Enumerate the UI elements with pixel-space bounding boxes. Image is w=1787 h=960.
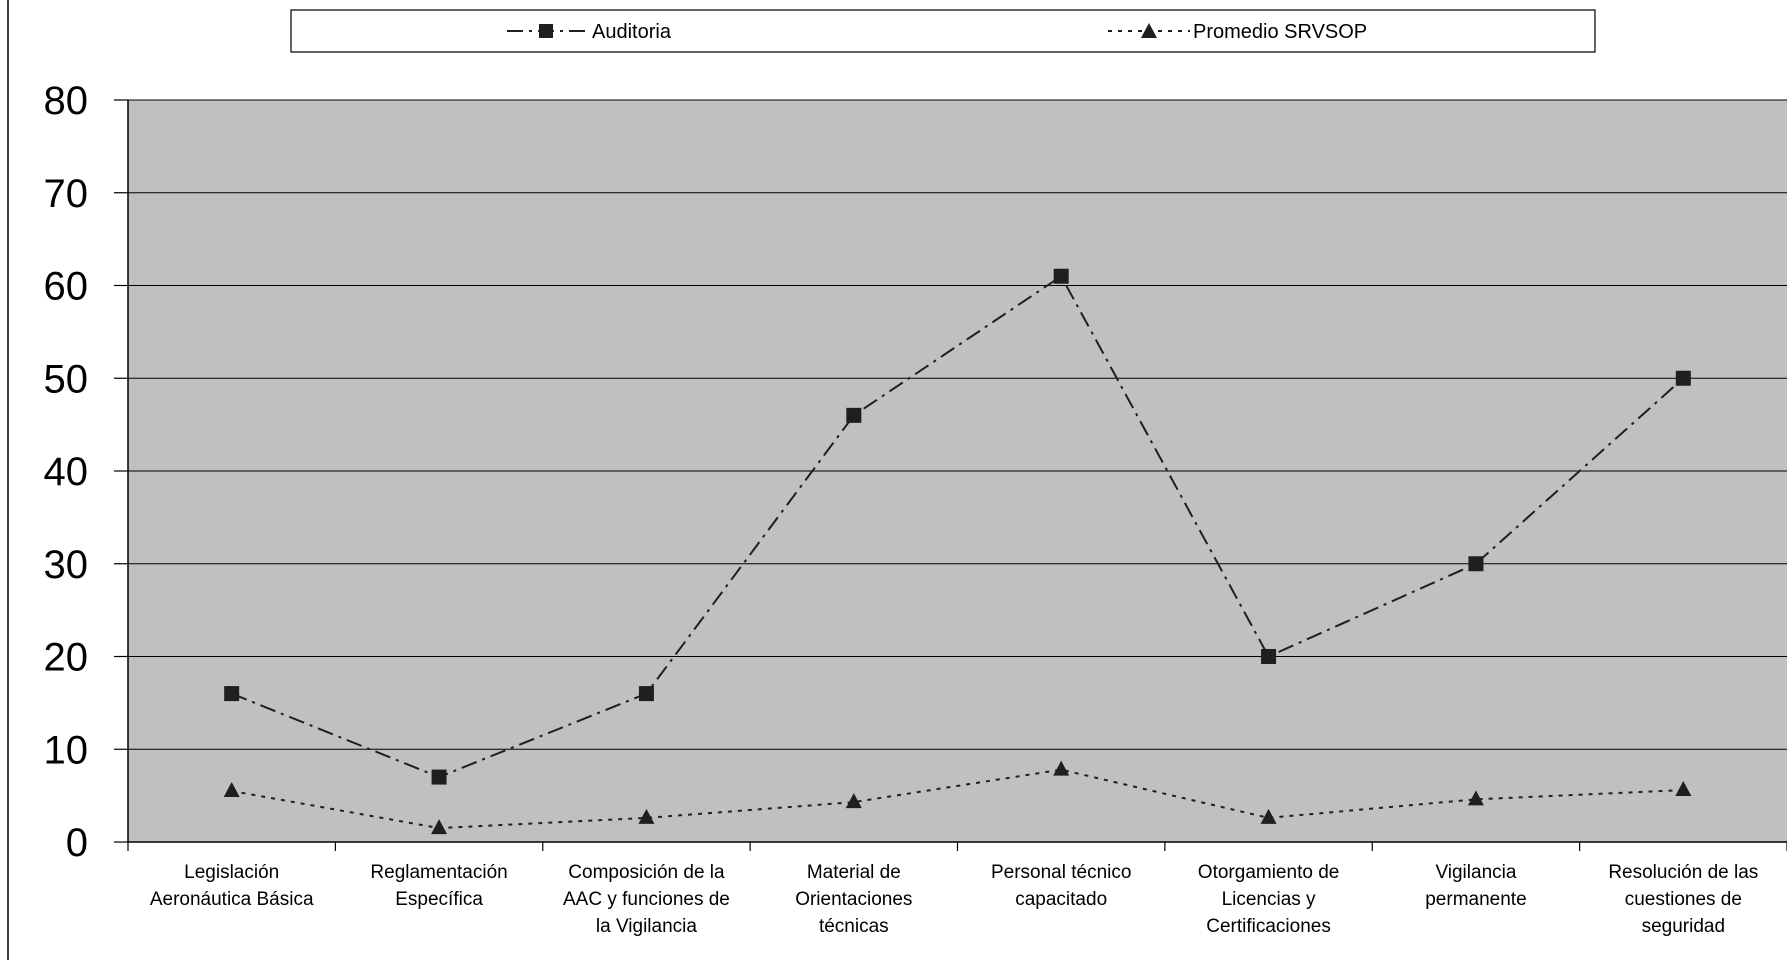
legend-square-marker [539,24,553,38]
x-tick-label: Personal técnico capacitado [991,862,1131,910]
legend-triangle-marker [1141,23,1157,38]
data-point [224,686,240,702]
data-point [638,686,654,702]
x-tick-label: Legislación Aeronáutica Básica [150,862,314,910]
data-point [431,769,447,785]
data-point [845,793,862,809]
legend: Auditoria Promedio SRVSOP [290,9,1596,53]
x-axis-ticks: Legislación Aeronáutica Básica Reglamentac… [127,842,1787,937]
series-auditoria [224,268,1691,785]
y-tick-label: 30 [44,543,89,587]
series-line [231,274,1684,779]
legend-entry-auditoria: Auditoria [507,21,672,43]
data-point [638,808,655,824]
y-axis-ticks: 0 10 20 30 40 50 60 70 80 [44,79,128,865]
x-tick-label: Otorgamiento de Licencias y Certificacione… [1198,862,1340,937]
y-tick-label: 80 [44,79,89,123]
data-point [1467,790,1484,806]
x-tick-label: Composición de la AAC y funciones de la Vi… [563,862,730,937]
y-tick-label: 70 [44,172,89,216]
y-tick-label: 0 [66,821,88,865]
data-point [1053,268,1069,284]
data-point [431,819,448,835]
data-point [1675,781,1692,797]
x-tick-label: Material de Orientaciones técnicas [795,862,912,937]
data-point [1053,760,1070,776]
gridlines [128,99,1787,750]
series-promedio [223,760,1692,835]
data-point [1468,556,1484,572]
x-tick-label: Resolución de las cuestiones de seguridad [1608,862,1758,937]
data-point [1260,808,1277,824]
legend-box [290,9,1596,53]
data-point [1675,370,1691,386]
y-tick-label: 50 [44,357,89,401]
y-tick-label: 60 [44,265,89,309]
y-tick-label: 40 [44,450,89,494]
data-point [1261,649,1277,664]
y-tick-label: 20 [44,636,89,680]
data-point [846,407,862,423]
legend-label-promedio: Promedio SRVSOP [1193,21,1367,43]
data-point [223,781,240,797]
x-tick-label: Reglamentación Específica [370,862,507,910]
legend-label-auditoria: Auditoria [592,21,672,43]
legend-entry-promedio: Promedio SRVSOP [1108,21,1367,43]
series-group [223,268,1692,835]
series-line [231,768,1684,830]
y-tick-label: 10 [44,728,89,772]
x-tick-label: Vigilancia permanente [1425,862,1526,910]
